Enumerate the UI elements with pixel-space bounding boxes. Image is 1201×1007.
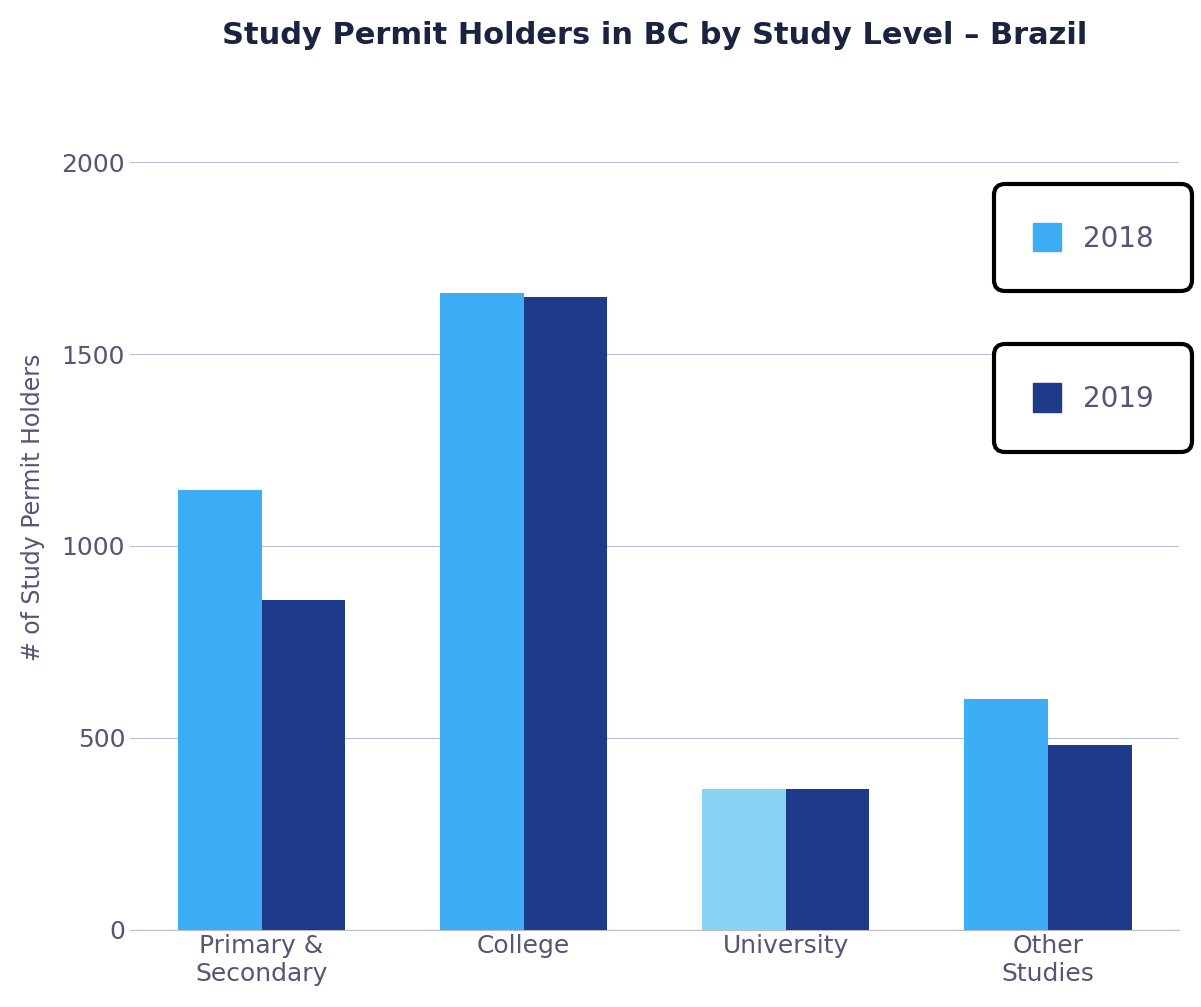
Title: Study Permit Holders in BC by Study Level – Brazil: Study Permit Holders in BC by Study Leve…	[222, 21, 1087, 49]
Bar	[963, 699, 1047, 929]
Bar	[785, 789, 870, 929]
Bar	[1047, 745, 1131, 929]
Bar	[524, 296, 608, 929]
Legend: 2019: 2019	[1005, 355, 1182, 441]
Bar	[262, 599, 346, 929]
Bar	[178, 490, 262, 929]
Bar	[440, 293, 524, 929]
Y-axis label: # of Study Permit Holders: # of Study Permit Holders	[20, 353, 44, 662]
Bar	[701, 789, 785, 929]
